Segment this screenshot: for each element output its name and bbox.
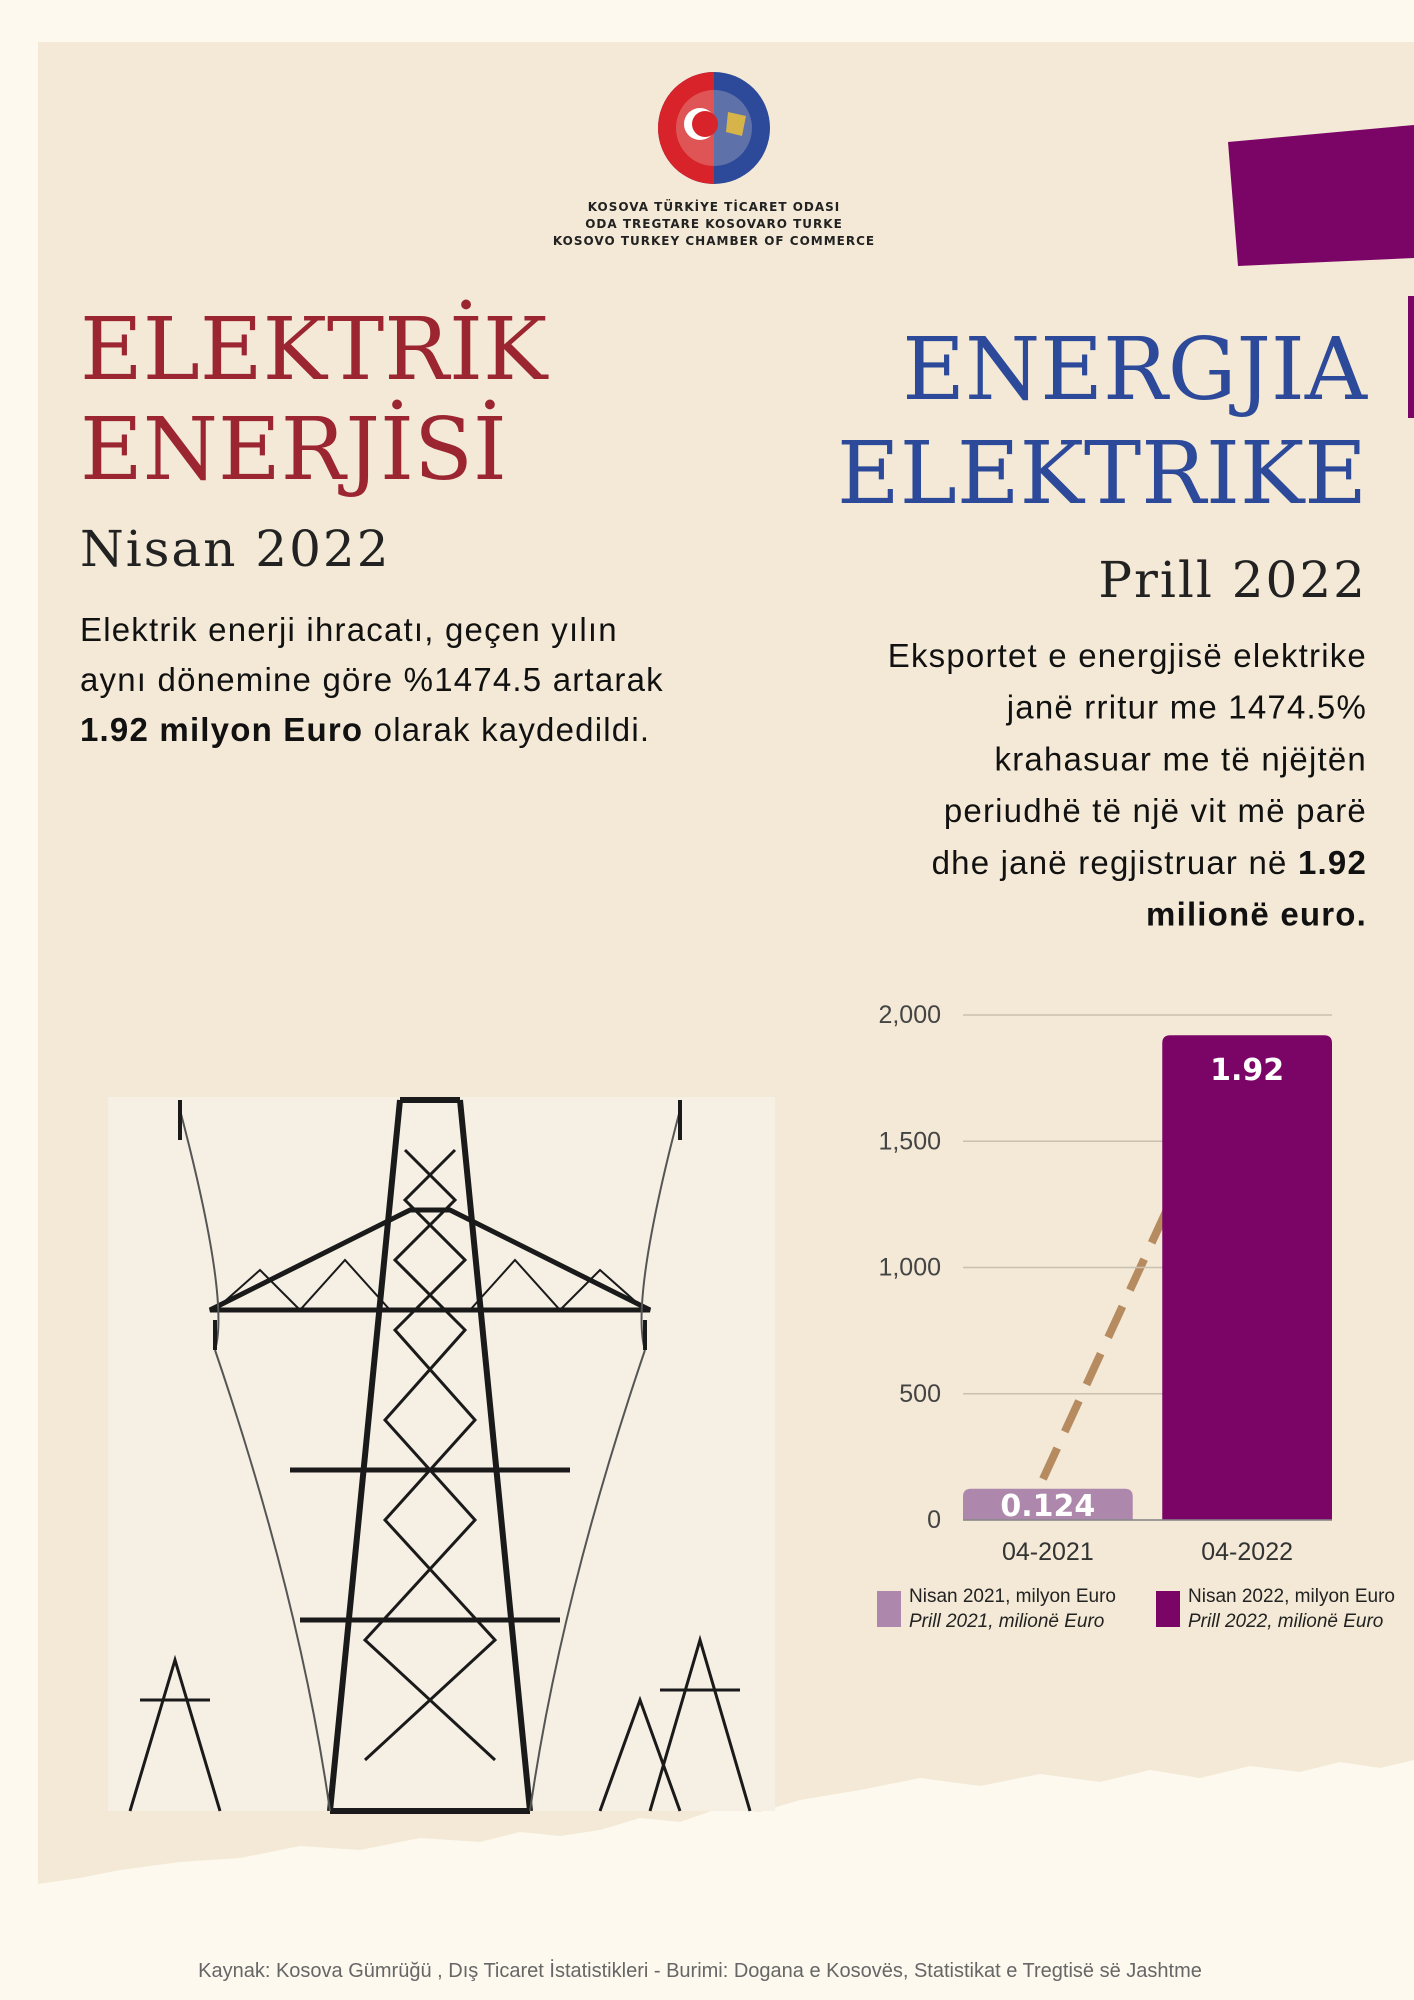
purple-block (1228, 125, 1414, 266)
paragraph-text: Elektrik enerji ihracatı, geçen yılın (80, 611, 618, 648)
bar (963, 1488, 1133, 1520)
legend-label: Nisan 2022, milyon Euro (1188, 1586, 1395, 1607)
y-tick-label: 2,000 (878, 1001, 941, 1029)
legend-label: Nisan 2021, milyon Euro (909, 1586, 1116, 1607)
title: ENERJİSİ (80, 399, 507, 500)
paragraph-line: krahasuar me të njëjtën (995, 740, 1367, 777)
logo-text: KOSOVO TURKEY CHAMBER OF COMMERCE (553, 234, 875, 248)
logo-text: KOSOVA TÜRKİYE TİCARET ODASI (588, 199, 841, 214)
paragraph-text: 1.92 milyon Euro (80, 711, 363, 748)
y-tick-label: 500 (899, 1380, 941, 1408)
legend-swatch (1156, 1591, 1180, 1627)
x-tick-label: 04-2021 (1002, 1538, 1094, 1566)
paragraph-line: Eksportet e energjisë elektrike (888, 637, 1367, 674)
subtitle: Nisan 2022 (80, 520, 391, 578)
paragraph-line: Elektrik enerji ihracatı, geçen yılın (80, 611, 618, 648)
paragraph-text: 1.92 (1298, 844, 1367, 881)
paragraph-line: 1.92 milyon Euro olarak kaydedildi. (80, 711, 650, 748)
title: ELEKTRİK (80, 299, 549, 400)
y-tick-label: 1,000 (878, 1254, 941, 1282)
value-label: 1.92 (1210, 1053, 1284, 1088)
paragraph-text: periudhë të një vit më parë (944, 792, 1367, 829)
paragraph-line: periudhë të një vit më parë (944, 792, 1367, 829)
paragraph-text: janë rritur me 1474.5% (1006, 689, 1367, 726)
legend-swatch (877, 1591, 901, 1627)
logo-text: ODA TREGTARE KOSOVARO TURKE (585, 217, 843, 231)
paragraph-line: janë rritur me 1474.5% (1006, 689, 1367, 726)
title: ELEKTRIKE (837, 424, 1367, 524)
bar (1162, 1035, 1332, 1520)
paragraph-text: olarak kaydedildi. (363, 711, 650, 748)
paragraph-text: dhe janë regjistruar në (932, 844, 1298, 881)
paragraph-text: krahasuar me të njëjtën (995, 740, 1367, 777)
title: ENERGJIA (902, 320, 1368, 420)
footer: Kaynak: Kosova Gümrüğü , Dış Ticaret İst… (198, 1959, 1202, 1982)
paragraph-line: dhe janë regjistruar në 1.92 (932, 844, 1367, 881)
y-tick-label: 1,500 (878, 1127, 941, 1155)
paragraph-text: Eksportet e energjisë elektrike (888, 637, 1367, 674)
paragraph-text: milionë euro. (1146, 896, 1367, 933)
value-label: 0.124 (1000, 1489, 1095, 1524)
x-tick-label: 04-2022 (1201, 1538, 1293, 1566)
paragraph-line: milionë euro. (1146, 896, 1367, 933)
paragraph-line: aynı dönemine göre %1474.5 artarak (80, 661, 664, 698)
legend-label: Prill 2021, milionë Euro (909, 1611, 1104, 1632)
pylon-photo (108, 1097, 775, 1814)
paragraph-text: aynı dönemine göre %1474.5 artarak (80, 661, 664, 698)
subtitle: Prill 2022 (1098, 551, 1367, 609)
y-tick-label: 0 (927, 1506, 941, 1534)
purple-strip (1408, 296, 1414, 418)
legend-label: Prill 2022, milionë Euro (1188, 1611, 1383, 1632)
logo (658, 72, 770, 184)
